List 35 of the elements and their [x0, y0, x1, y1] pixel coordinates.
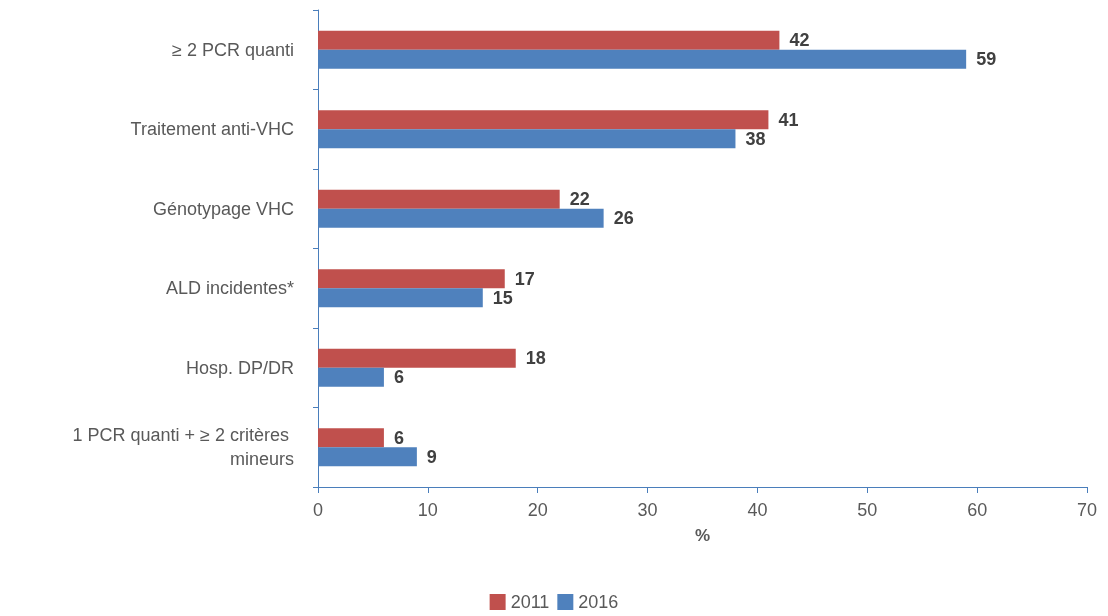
data-label: 42	[789, 30, 810, 51]
data-label: 22	[569, 189, 590, 210]
y-tick-label: 1 PCR quanti + ≥ 2 critères mineurs	[72, 425, 294, 470]
y-tick-label: ALD incidentes*	[165, 278, 294, 299]
legend-label: 2011	[510, 592, 550, 612]
data-label: 59	[976, 49, 997, 70]
bar	[318, 189, 560, 209]
data-label: 9	[426, 446, 437, 467]
x-tick-label: 50	[857, 500, 878, 520]
data-label: 38	[745, 128, 766, 149]
bar	[318, 269, 505, 289]
y-tick-label: Traitement anti-VHC	[130, 119, 294, 140]
x-tick-label: 30	[637, 500, 658, 520]
data-label: 17	[514, 268, 535, 289]
x-tick-label: 20	[527, 500, 548, 520]
x-tick-label: 60	[967, 500, 988, 520]
bar	[318, 30, 780, 50]
data-label: 6	[393, 427, 404, 448]
x-tick-label: 0	[312, 500, 324, 520]
data-label: 15	[492, 287, 513, 308]
x-axis-title: %	[694, 526, 711, 545]
data-label: 41	[778, 109, 799, 130]
y-tick-label: Hosp. DP/DR	[185, 357, 294, 378]
bar	[318, 348, 516, 368]
x-tick-label: 70	[1076, 500, 1098, 520]
y-tick-label: Génotypage VHC	[152, 198, 294, 219]
bar	[318, 428, 384, 448]
data-label: 18	[525, 348, 546, 369]
x-tick-label: 40	[747, 500, 768, 520]
y-tick-label: ≥ 2 PCR quanti	[172, 39, 294, 60]
legend-label: 2016	[578, 592, 619, 612]
data-label: 26	[613, 208, 634, 229]
data-label: 6	[393, 367, 404, 388]
bar	[318, 110, 769, 130]
x-tick-label: 10	[417, 500, 438, 520]
